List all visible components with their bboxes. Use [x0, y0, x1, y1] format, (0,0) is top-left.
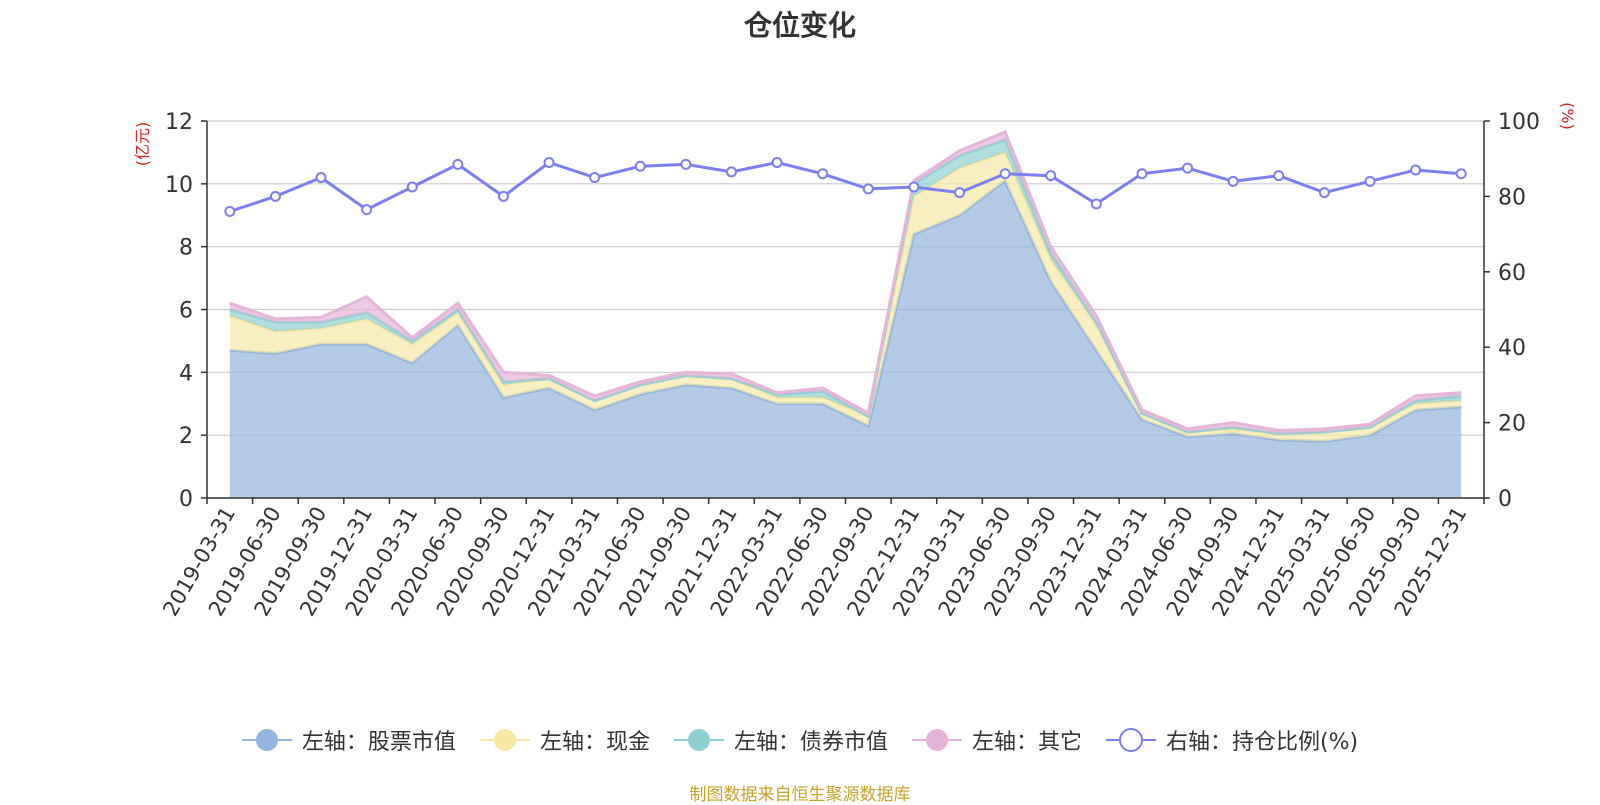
- left-tick-label: 12: [165, 110, 193, 135]
- left-tick-label: 10: [165, 173, 193, 198]
- source-note: 制图数据来自恒生聚源数据库: [689, 785, 911, 805]
- ratio-point: [862, 183, 874, 195]
- area-edge-左轴：其它: [229, 130, 1462, 433]
- legend-swatch-icon: [1105, 728, 1156, 752]
- legend: 左轴：股票市值 左轴：现金 左轴：债券市值 左轴：其它 右轴：持仓比例(%): [0, 722, 1600, 758]
- ratio-point: [771, 156, 783, 168]
- ratio-point: [1136, 168, 1148, 180]
- ratio-point: [1364, 175, 1376, 187]
- ratio-line: [224, 156, 1467, 217]
- right-tick-label: 40: [1498, 336, 1526, 361]
- left-tick-label: 8: [179, 236, 193, 261]
- area-layers: [229, 130, 1462, 498]
- ratio-point: [497, 190, 509, 202]
- legend-swatch-circle: [925, 729, 948, 751]
- ratio-point: [543, 156, 555, 168]
- ratio-point: [1455, 168, 1467, 180]
- right-axis-label: (%): [1558, 102, 1577, 130]
- legend-swatch-circle: [1118, 728, 1143, 752]
- ratio-point: [361, 204, 373, 216]
- legend-label: 右轴：持仓比例(%): [1165, 730, 1359, 755]
- left-tick-label: 0: [179, 487, 193, 512]
- ratio-point: [406, 181, 418, 193]
- left-axis-label: (亿元): [133, 122, 152, 167]
- ratio-point: [1227, 175, 1239, 187]
- legend-swatch-circle: [687, 729, 710, 751]
- ratio-point: [452, 158, 464, 170]
- right-tick-label: 0: [1498, 487, 1512, 512]
- right-tick-label: 20: [1498, 412, 1526, 437]
- legend-label: 左轴：其它: [971, 730, 1082, 755]
- legend-item[interactable]: 左轴：债券市值: [673, 724, 888, 756]
- ratio-point: [999, 168, 1011, 180]
- ratio-point: [589, 172, 601, 184]
- right-tick-label: 80: [1498, 185, 1526, 210]
- legend-item[interactable]: 左轴：现金: [479, 724, 650, 756]
- ratio-point: [908, 181, 920, 193]
- ratio-point: [1273, 170, 1285, 182]
- ratio-point: [269, 190, 281, 202]
- ratio-point: [634, 160, 646, 172]
- left-tick-label: 4: [179, 361, 193, 386]
- left-tick-label: 2: [179, 424, 193, 449]
- ratio-point: [1410, 164, 1422, 176]
- ratio-point: [817, 168, 829, 180]
- legend-swatch-icon: [479, 729, 530, 751]
- area-左轴：股票市值: [229, 180, 1462, 498]
- ratio-point: [680, 158, 692, 170]
- ratio-point: [954, 187, 966, 199]
- legend-swatch-icon: [911, 729, 962, 751]
- right-tick-label: 60: [1498, 261, 1526, 286]
- legend-item[interactable]: 左轴：其它: [911, 724, 1082, 756]
- legend-label: 左轴：股票市值: [301, 730, 456, 755]
- legend-label: 左轴：债券市值: [733, 730, 888, 755]
- legend-swatch-circle: [493, 729, 516, 751]
- legend-swatch-icon: [241, 729, 292, 751]
- ratio-line-path: [229, 160, 1462, 213]
- ratio-point: [224, 205, 236, 217]
- ratio-point: [725, 166, 737, 178]
- ratio-point: [1182, 162, 1194, 174]
- ratio-point: [1090, 198, 1102, 210]
- ratio-point: [315, 172, 327, 184]
- legend-item[interactable]: 左轴：股票市值: [241, 724, 456, 756]
- chart-title: 仓位变化: [743, 9, 856, 42]
- legend-swatch-icon: [673, 729, 724, 751]
- ratio-point: [1318, 187, 1330, 199]
- left-tick-label: 6: [179, 299, 193, 324]
- legend-item[interactable]: 右轴：持仓比例(%): [1105, 724, 1359, 756]
- legend-label: 左轴：现金: [539, 730, 650, 755]
- legend-swatch-circle: [255, 729, 278, 751]
- right-tick-label: 100: [1498, 110, 1540, 135]
- ratio-point: [1045, 170, 1057, 182]
